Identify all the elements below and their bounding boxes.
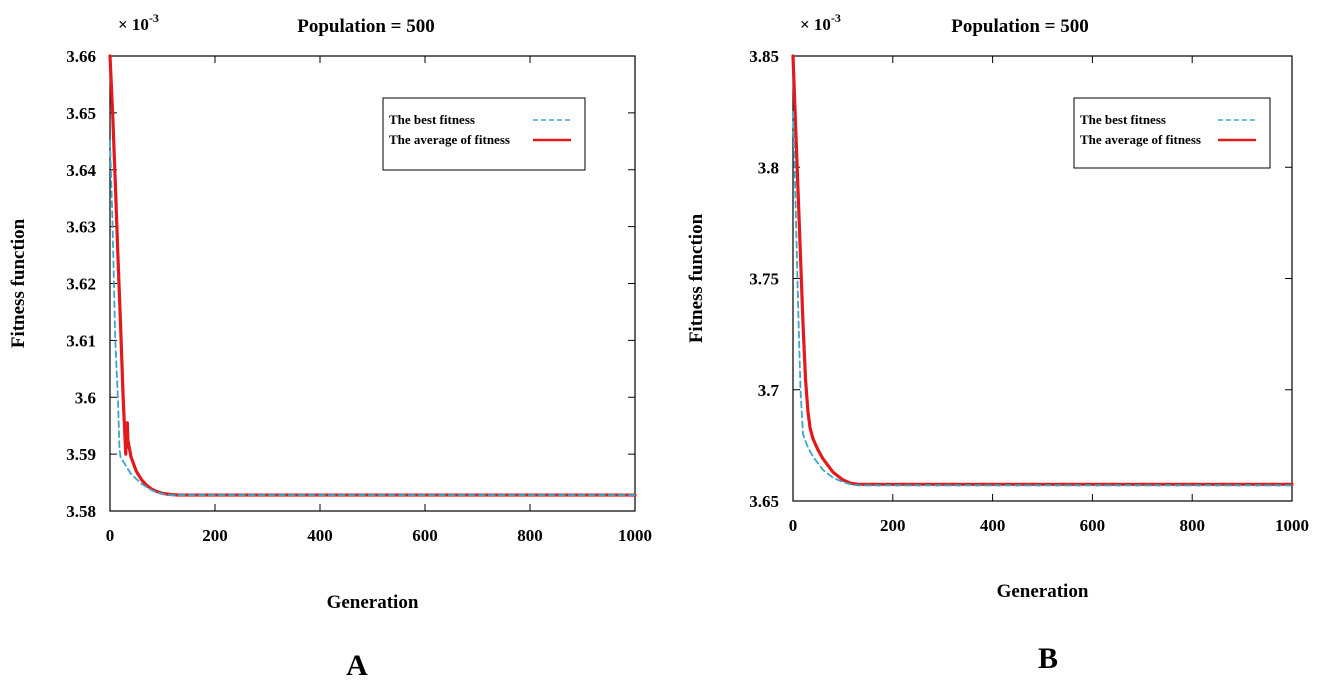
legend-label: The best fitness	[389, 112, 475, 127]
series-average-fitness-line	[791, 54, 1294, 486]
legend: The best fitness The average of fitness	[1073, 97, 1271, 169]
panel-label: A	[346, 649, 368, 682]
x-tick-label: 400	[980, 516, 1006, 535]
y-multiplier-exponent: -3	[831, 11, 841, 25]
chart-title: Population = 500	[297, 16, 435, 37]
x-tick-label: 600	[1080, 516, 1106, 535]
y-axis-label: Fitness function	[8, 218, 29, 348]
x-tick-label: 200	[202, 526, 228, 545]
panel-label: B	[1038, 642, 1058, 675]
x-tick-label: 200	[880, 516, 906, 535]
x-tick-label: 600	[412, 526, 438, 545]
y-tick-label: 3.59	[66, 445, 96, 464]
x-tick-label: 400	[307, 526, 333, 545]
y-multiplier: × 10-3	[800, 11, 841, 34]
y-multiplier-exponent: -3	[149, 11, 159, 25]
legend-box	[382, 97, 586, 171]
x-axis-label: Generation	[997, 581, 1089, 602]
chart-panel-a: 0 200 400 600 800 1000 3.58 3.59 3.6 3.61 3.62 3.63…	[8, 11, 652, 682]
y-tick-label: 3.75	[749, 270, 779, 289]
y-multiplier-base: × 10	[800, 15, 831, 34]
y-tick-label: 3.66	[66, 47, 96, 66]
y-tick-label: 3.8	[758, 158, 779, 177]
y-tick-label: 3.85	[749, 47, 779, 66]
series-best-fitness-line	[109, 140, 636, 496]
x-tick-label: 1000	[618, 526, 652, 545]
y-tick-label: 3.7	[758, 381, 780, 400]
y-tick-label: 3.58	[66, 502, 96, 521]
chart-title: Population = 500	[951, 16, 1089, 37]
x-tick-label: 800	[517, 526, 543, 545]
y-tick-label: 3.6	[75, 388, 96, 407]
y-tick-label: 3.61	[66, 331, 96, 350]
legend: The best fitness The average of fitness	[382, 97, 586, 171]
legend-label: The best fitness	[1080, 112, 1166, 127]
y-axis-label: Fitness function	[686, 213, 707, 343]
y-tick-label: 3.65	[749, 492, 779, 511]
y-multiplier: × 10-3	[118, 11, 159, 34]
x-tick-label: 1000	[1275, 516, 1309, 535]
y-multiplier-base: × 10	[118, 15, 149, 34]
legend-label: The average of fitness	[1080, 132, 1201, 147]
x-tick-label: 800	[1179, 516, 1205, 535]
legend-box	[1073, 97, 1271, 169]
x-tick-label: 0	[789, 516, 798, 535]
legend-label: The average of fitness	[389, 132, 510, 147]
x-tick-label: 0	[106, 526, 115, 545]
series-best-fitness-line	[792, 110, 1293, 487]
x-axis-label: Generation	[327, 592, 419, 613]
y-tick-label: 3.64	[66, 161, 96, 180]
y-tick-label: 3.65	[66, 104, 96, 123]
y-tick-label: 3.62	[66, 275, 96, 294]
y-tick-label: 3.63	[66, 218, 96, 237]
chart-panel-b: 0 200 400 600 800 1000 3.65 3.7 3.75 3.8 3.85 × 10-…	[686, 11, 1309, 675]
